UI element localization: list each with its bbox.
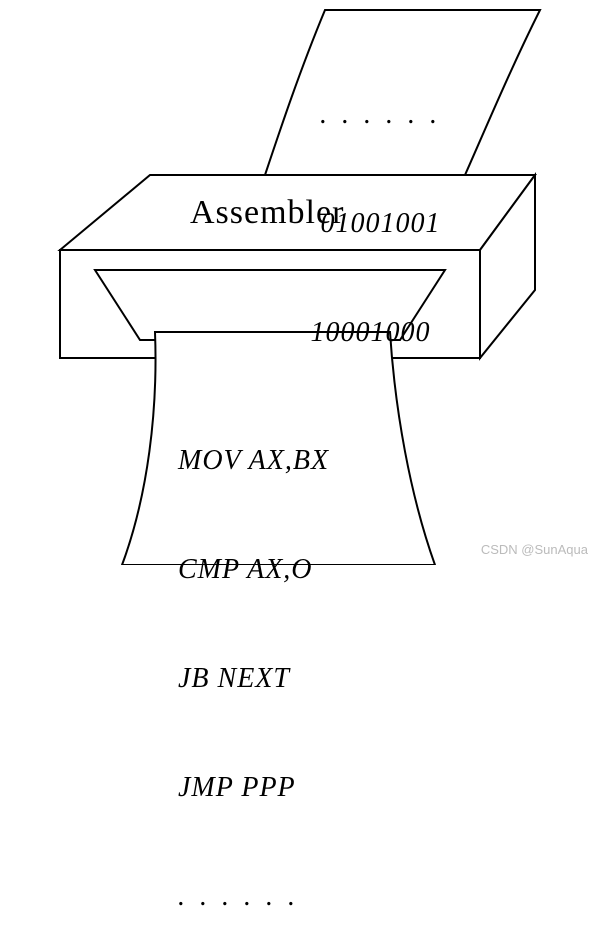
- input-line-1: CMP AX,O: [178, 552, 329, 588]
- assembler-label: Assembler: [190, 194, 344, 232]
- input-tape-text: MOV AX,BX CMP AX,O JB NEXT JMP PPP . . .…: [178, 370, 329, 952]
- output-line-0: . . . . . .: [320, 97, 441, 133]
- input-line-4: . . . . . .: [178, 879, 329, 915]
- output-line-2: 10001000: [300, 315, 441, 351]
- input-line-0: MOV AX,BX: [178, 443, 329, 479]
- input-line-3: JMP PPP: [178, 770, 329, 806]
- watermark: CSDN @SunAqua: [481, 542, 588, 557]
- input-line-2: JB NEXT: [178, 661, 329, 697]
